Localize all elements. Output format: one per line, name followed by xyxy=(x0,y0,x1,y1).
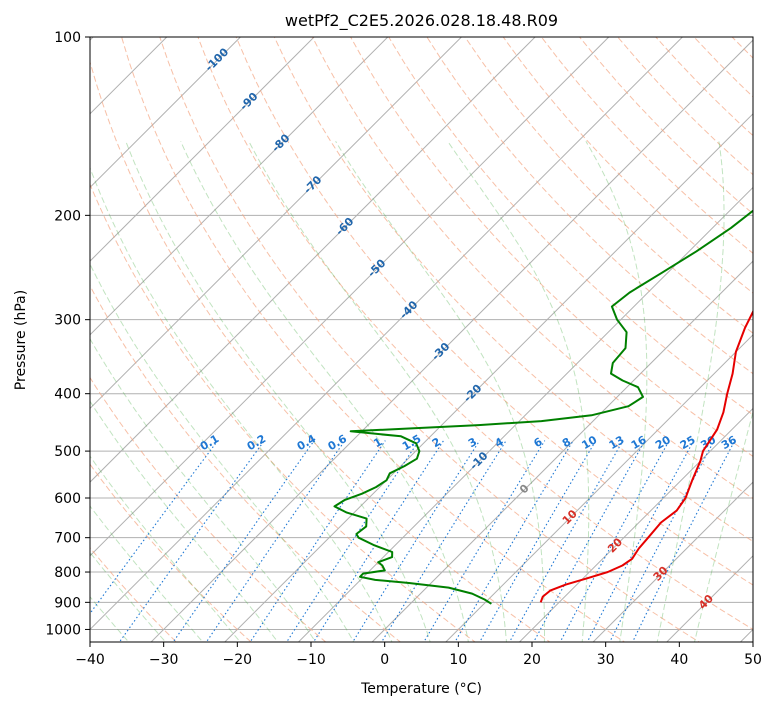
y-tick-label: 1000 xyxy=(45,622,81,638)
mixing-ratio-line xyxy=(352,440,481,642)
isotherm-gridline xyxy=(592,481,753,642)
moist-adiabat xyxy=(90,337,317,642)
sounding-lines xyxy=(333,209,753,605)
dry-adiabat xyxy=(90,182,476,642)
mixing-ratio-line xyxy=(609,440,715,642)
x-tick-label: −20 xyxy=(223,652,253,668)
mixing-ratio-line xyxy=(508,440,624,642)
isotherm-gridline xyxy=(90,37,684,631)
mixing-ratio-line xyxy=(423,440,546,642)
dewpoint-profile-line xyxy=(333,209,753,605)
isotherm-gridline xyxy=(150,39,753,642)
x-axis-title: Temperature (°C) xyxy=(360,681,482,697)
isotherm-gridline xyxy=(90,37,536,483)
x-tick-label: −40 xyxy=(75,652,105,668)
dry-adiabat xyxy=(388,37,753,416)
y-tick-label: 400 xyxy=(54,387,81,403)
moist-adiabat xyxy=(90,505,204,642)
mixing-ratio-line xyxy=(118,440,265,642)
moist-adiabat xyxy=(693,409,753,642)
x-tick-label: 0 xyxy=(380,652,389,668)
x-tick-label: 30 xyxy=(597,652,615,668)
dry-adiabat xyxy=(235,37,753,586)
x-tick-label: −10 xyxy=(296,652,326,668)
mixing-ratio-line xyxy=(312,440,445,642)
mixing-ratio-line xyxy=(631,440,736,642)
x-tick-label: 10 xyxy=(449,652,467,668)
dry-adiabat xyxy=(273,37,753,543)
isotherm-gridline xyxy=(90,37,463,410)
x-axis: −40 −30 −20 −10 0 10 20 30 40 50 xyxy=(75,642,762,668)
y-tick-label: 500 xyxy=(54,444,81,460)
background-lines xyxy=(90,37,753,642)
moist-adiabat xyxy=(90,455,241,642)
dry-adiabat xyxy=(90,376,327,642)
dry-adiabat xyxy=(502,37,753,294)
moist-adiabat xyxy=(248,141,508,642)
temperature-profile-line xyxy=(539,309,753,603)
moist-adiabat xyxy=(90,262,355,642)
mixing-ratio-line xyxy=(479,440,597,642)
y-axis: 100 200 300 400 500 600 700 800 900 1000 xyxy=(45,30,90,638)
moist-adiabat xyxy=(90,166,393,642)
y-axis-title: Pressure (hPa) xyxy=(13,290,29,390)
isotherm-gridline xyxy=(90,37,242,189)
moist-adiabat xyxy=(447,141,590,642)
dry-adiabat xyxy=(121,37,626,642)
dry-adiabat xyxy=(464,37,753,334)
isotherm-gridline xyxy=(224,113,753,642)
y-tick-label: 200 xyxy=(54,208,81,224)
dry-adiabat xyxy=(197,37,753,630)
x-tick-label: 40 xyxy=(670,652,688,668)
isotherm-gridline xyxy=(518,407,753,642)
isotherm-gridline xyxy=(90,37,610,557)
y-tick-label: 700 xyxy=(54,531,81,547)
x-tick-label: −30 xyxy=(149,652,179,668)
dry-adiabat xyxy=(90,60,551,642)
y-tick-label: 600 xyxy=(54,491,81,507)
mixing-ratio-line xyxy=(586,440,695,642)
y-tick-label: 300 xyxy=(54,313,81,329)
mixing-ratio-line xyxy=(533,440,646,642)
isotherm-gridline xyxy=(297,186,753,642)
y-tick-label: 100 xyxy=(54,30,81,46)
y-tick-label: 900 xyxy=(54,595,81,611)
isotherm-gridline xyxy=(371,260,753,642)
y-tick-label: 800 xyxy=(54,565,81,581)
mixing-ratio-line xyxy=(286,440,420,642)
moist-adiabat xyxy=(125,141,431,642)
dry-adiabat xyxy=(159,37,701,642)
moist-adiabat xyxy=(335,141,545,642)
moist-adiabat xyxy=(90,400,279,642)
x-tick-label: 50 xyxy=(744,652,762,668)
isotherm-gridline xyxy=(445,334,753,642)
mixing-ratio-line xyxy=(454,440,574,642)
plot-frame xyxy=(89,36,754,643)
x-tick-label: 20 xyxy=(523,652,541,668)
mixing-ratio-line xyxy=(559,440,670,642)
mixing-ratio-line xyxy=(249,440,386,642)
moist-adiabat xyxy=(656,141,725,642)
chart-title: wetPf2_C2E5.2026.028.18.48.R09 xyxy=(285,11,558,31)
moist-adiabat xyxy=(180,141,469,642)
isotherm-gridline xyxy=(90,37,389,336)
dry-adiabat xyxy=(311,37,753,500)
dry-adiabat xyxy=(90,463,252,642)
dry-adiabat xyxy=(90,284,402,642)
isotherm-gridline xyxy=(90,37,315,262)
